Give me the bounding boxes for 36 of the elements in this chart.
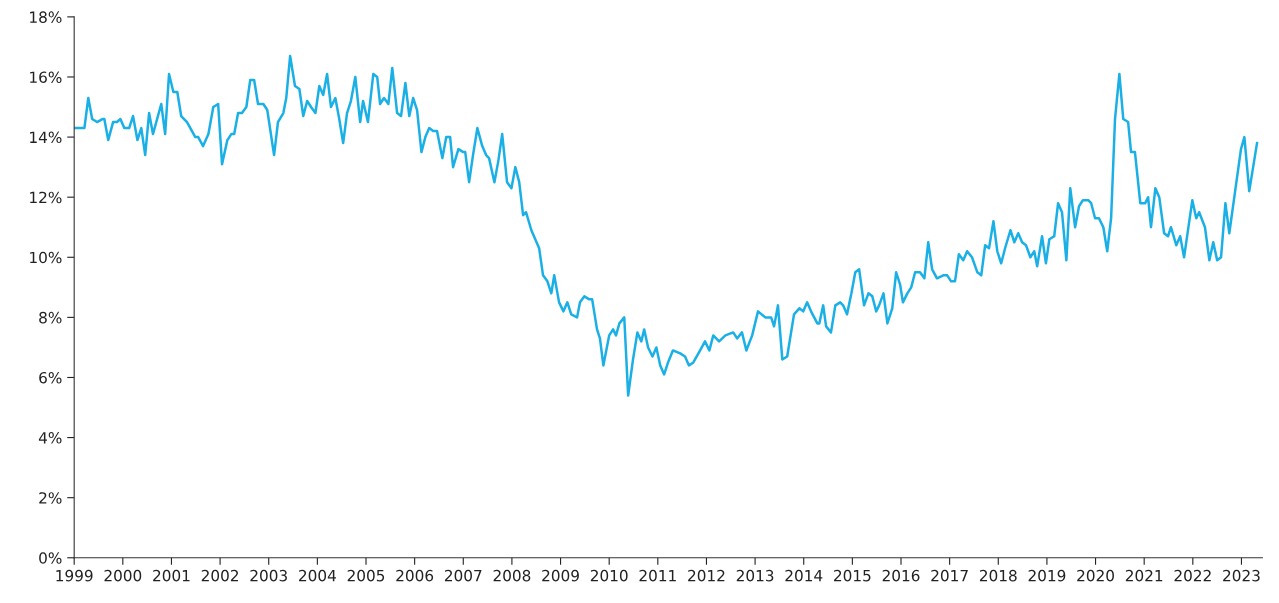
y-tick-label: 16% — [30, 71, 62, 83]
y-tick-label: 4% — [38, 432, 62, 444]
x-tick-label: 2018 — [979, 569, 1017, 582]
x-tick-label: 2023 — [1223, 569, 1260, 582]
x-tick-label: 2019 — [1028, 569, 1066, 582]
y-tick-label: 14% — [30, 131, 62, 144]
x-tick-label: 2014 — [785, 569, 823, 582]
x-tick-label: 2008 — [493, 569, 531, 582]
y-tick-label: 6% — [39, 371, 62, 384]
x-tick-label: 2016 — [882, 569, 920, 582]
x-tick-label: 2005 — [347, 569, 385, 582]
line-series — [74, 54, 1259, 397]
x-tick-label: 2011 — [639, 569, 676, 582]
y-tick-label: 2% — [39, 492, 62, 504]
y-tick-label: 18% — [30, 11, 62, 23]
x-tick-label: 2017 — [931, 569, 968, 582]
y-tick-label: 12% — [30, 191, 62, 204]
y-tick-label: 0% — [39, 552, 62, 564]
x-tick-label: 2003 — [250, 569, 287, 582]
y-tick-label: 8% — [39, 311, 62, 324]
x-tick-label: 2020 — [1077, 569, 1114, 582]
x-tick-label: 2000 — [104, 569, 142, 582]
x-tick-label: 2007 — [444, 569, 482, 582]
x-tick-label: 2001 — [153, 569, 190, 582]
x-tick-label: 2022 — [1174, 569, 1211, 582]
x-tick-label: 2021 — [1125, 569, 1163, 582]
y-tick-label: 10% — [30, 251, 62, 264]
x-tick-label: 2010 — [590, 569, 628, 582]
x-tick-label: 2012 — [688, 569, 725, 582]
x-tick-label: 2015 — [834, 569, 871, 582]
x-tick-label: 2002 — [201, 569, 238, 582]
x-tick-label: 1999 — [56, 569, 93, 582]
x-tick-label: 2006 — [396, 569, 434, 582]
x-tick-label: 2009 — [542, 569, 579, 582]
x-tick-label: 2004 — [299, 569, 336, 582]
x-tick-label: 2013 — [736, 569, 774, 582]
